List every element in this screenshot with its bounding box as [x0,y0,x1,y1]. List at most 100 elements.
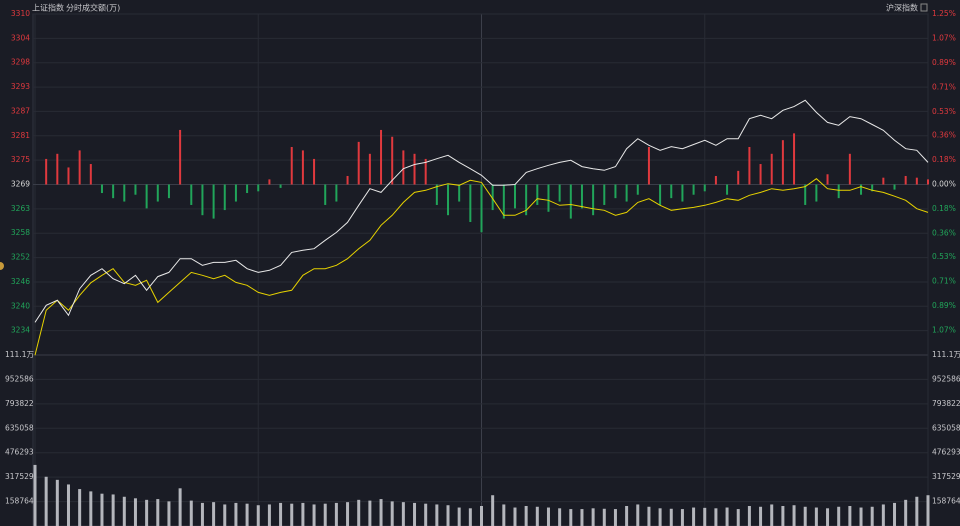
flow-bar [234,184,237,202]
volume-bar [781,505,785,526]
volume-bar [200,502,204,526]
y-tick-label: 3263 [11,204,30,213]
y-tick-label: 3258 [11,228,30,237]
volume-bar [893,502,897,526]
volume-bar [323,503,327,526]
flow-bar [502,184,505,219]
flow-bar [268,179,271,185]
flow-bar [201,184,204,216]
flow-bar [223,184,226,211]
volume-bar [401,502,405,526]
flow-bar [569,184,572,219]
volume-bar [44,476,48,526]
flow-bar [134,184,137,195]
volume-bar [770,504,774,526]
flow-bar [759,164,762,185]
volume-bar [167,501,171,526]
volume-bar [703,507,707,526]
volume-bar [413,502,417,526]
flow-bar [770,153,773,185]
flow-bar [480,184,483,233]
y-tick-label: 3304 [11,33,30,42]
flow-bar [380,129,383,185]
flow-bar [659,184,662,205]
flow-bar [435,184,438,205]
y-tick-label: 3310 [11,9,30,18]
volume-bar [591,508,595,526]
volume-bar [502,504,506,526]
volume-tick-label: 635058 [5,423,34,432]
y2-tick-label: 0.36% [932,130,956,139]
flow-bar [636,184,639,195]
flow-bar [860,184,863,195]
y2-tick-label: 0.89% [932,58,956,67]
flow-bar [793,133,796,185]
volume-bar [346,502,350,526]
volume-tick-label: 317529 [5,472,34,481]
flow-bar [100,184,103,194]
mode-tab[interactable]: 分时 [66,3,82,13]
flow-bar [915,177,918,185]
volume-bar [714,508,718,526]
volume-bar [66,484,70,526]
volume-bar [613,509,617,526]
volume-label: 成交额(万) [82,3,120,13]
flow-bar [402,150,405,185]
flow-bar [871,184,874,192]
volume-bar [78,489,82,526]
flow-bar [491,184,494,211]
volume-bar [368,500,372,526]
volume-bar [826,508,830,526]
volume-bar [424,503,428,526]
y-tick-label: 3269 [11,180,30,189]
volume-bar [625,505,629,526]
flow-bar [781,140,784,185]
flow-bar [927,179,929,185]
volume-bar [89,491,93,526]
volume-bar [468,508,472,526]
flow-bar [815,184,818,202]
flow-bar [848,153,851,185]
flow-bar [458,184,461,202]
volume-bar [569,509,573,526]
flow-bar [513,184,516,209]
volume-bar [133,498,137,526]
price-line [34,178,929,356]
y2-tick-label: 1.07% [932,34,956,43]
y2-tick-label: 0.53% [932,252,956,261]
flow-bar [614,184,617,199]
volume-bar [680,509,684,526]
volume-bar [792,505,796,526]
y2-tick-label: 1.07% [932,325,956,334]
collapse-handle[interactable] [0,262,4,270]
volume-bar [926,495,930,526]
volume-bar [279,502,283,526]
y2-tick-label: 0.18% [932,155,956,164]
y2-tick-label: 0.71% [932,276,956,285]
y2-tick-label: 1.25% [932,9,956,18]
volume-bar [234,502,238,526]
volume-bar [803,506,807,526]
index-switch[interactable]: 沪深指数 [886,3,918,13]
switch-icon[interactable] [920,3,928,12]
volume-bar [524,505,528,526]
flow-bar [156,184,159,202]
flow-bar [893,184,896,190]
volume-bar [814,507,818,526]
flow-bar [692,184,695,195]
flow-bar [592,184,595,216]
flow-bar [335,184,338,202]
flow-bar [703,184,706,192]
flow-bar [290,146,293,185]
volume-bar [301,502,305,526]
y-tick-label: 3281 [11,131,30,140]
flow-bar [837,184,840,199]
y2-tick-label: 0.36% [932,229,956,238]
flow-bar [357,141,360,185]
volume-tick-label-right: 476293 [932,448,960,457]
volume-bar [446,505,450,526]
flow-bar [714,175,717,185]
volume-bar [312,504,316,526]
